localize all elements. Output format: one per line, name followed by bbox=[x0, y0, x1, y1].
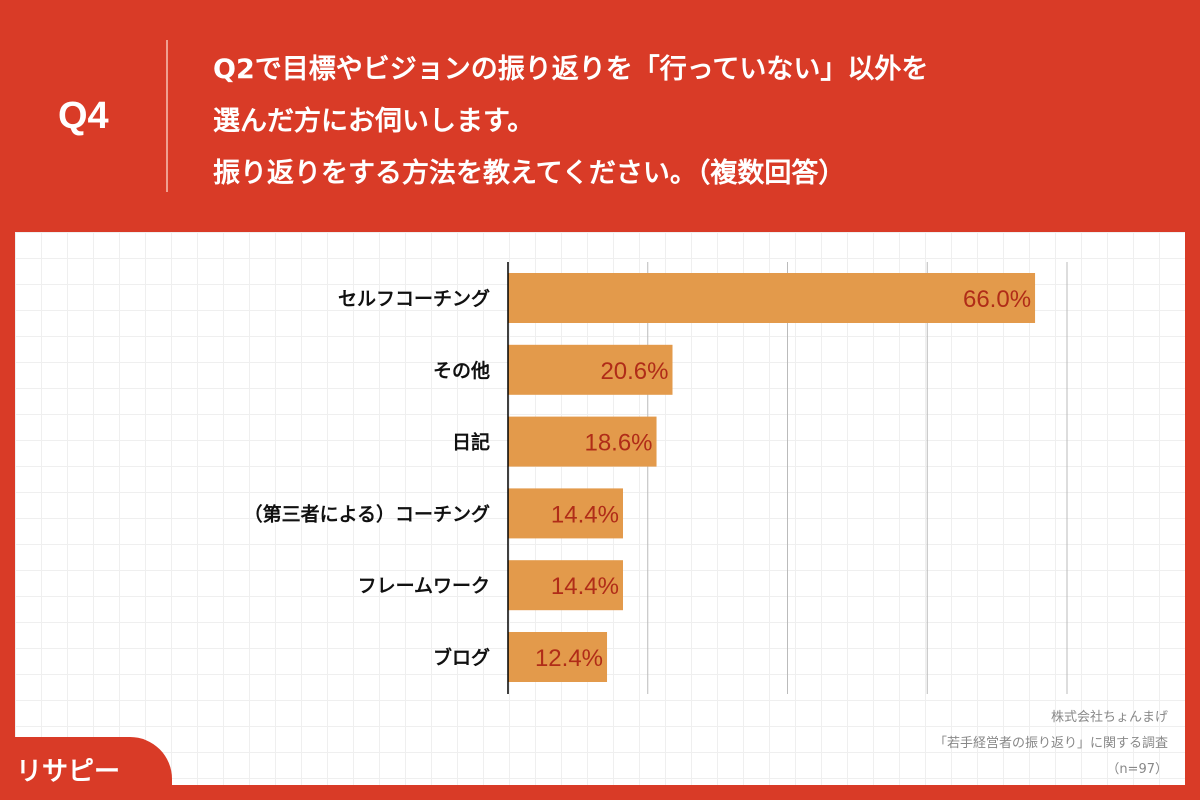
title-line: 振り返りをする方法を教えてください。（複数回答） bbox=[213, 158, 846, 189]
category-label: セルフコーチング bbox=[338, 287, 490, 310]
bar bbox=[508, 344, 673, 395]
bar bbox=[508, 488, 623, 539]
value-label: 18.6% bbox=[584, 430, 652, 457]
source-company: 株式会社ちょんまげ bbox=[1050, 710, 1168, 725]
chart-panel: 66.0% セルフコーチング 20.6% その他 18.6% 日記 14.4% （第三者による… bbox=[15, 232, 1185, 785]
source-survey: 「若手経営者の振り返り」に関する調査 bbox=[933, 736, 1168, 751]
bar bbox=[508, 273, 1036, 323]
bar bbox=[508, 560, 623, 611]
value-label: 20.6% bbox=[600, 358, 668, 385]
question-title: Q2で目標やビジョンの振り返りを「行っていない」以外を 選んだ方にお伺いします。… bbox=[213, 44, 1173, 200]
source-n: （n=97） bbox=[1106, 762, 1168, 777]
bar bbox=[508, 632, 608, 682]
divider bbox=[166, 40, 168, 192]
question-number: Q4 bbox=[58, 95, 109, 137]
value-label: 14.4% bbox=[551, 501, 619, 528]
value-label: 14.4% bbox=[551, 573, 619, 600]
category-label: （第三者による）コーチング bbox=[244, 502, 490, 525]
category-label: その他 bbox=[433, 359, 490, 382]
category-label: ブログ bbox=[433, 646, 490, 669]
logo: リサピー bbox=[0, 737, 172, 800]
category-label: 日記 bbox=[452, 431, 490, 454]
category-label: フレームワーク bbox=[358, 575, 490, 597]
bar-chart: 66.0% セルフコーチング 20.6% その他 18.6% 日記 14.4% （第三者による… bbox=[244, 262, 1068, 694]
value-label: 12.4% bbox=[535, 645, 603, 672]
value-label: 66.0% bbox=[963, 286, 1031, 313]
source-note: 株式会社ちょんまげ 「若手経営者の振り返り」に関する調査 （n=97） bbox=[934, 705, 1168, 783]
title-line: 選んだ方にお伺いします。 bbox=[213, 106, 535, 137]
bar bbox=[508, 416, 657, 467]
logo-text: リサピー bbox=[16, 757, 121, 787]
title-line: Q2で目標やビジョンの振り返りを「行っていない」以外を bbox=[213, 54, 929, 85]
